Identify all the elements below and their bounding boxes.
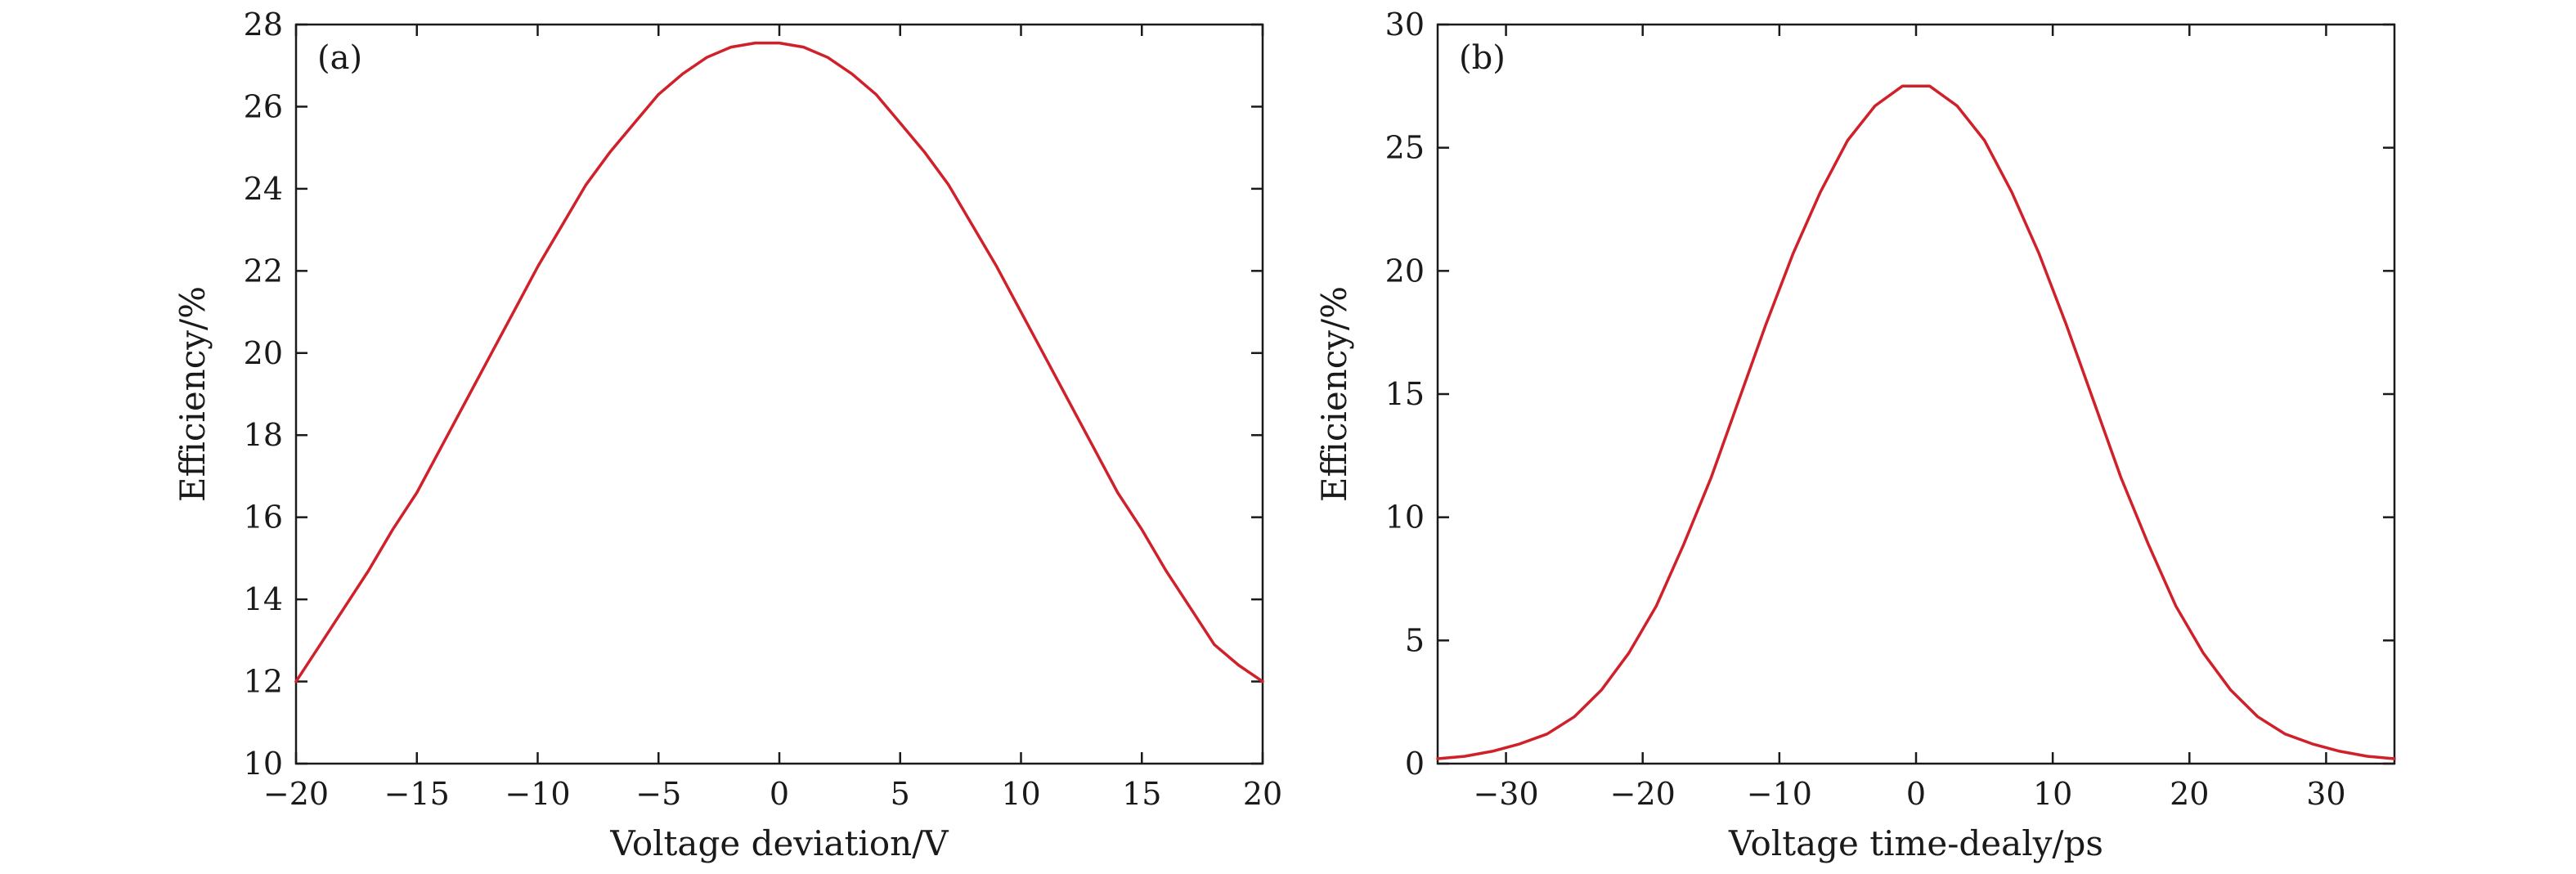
x-tick-label-a: 20 xyxy=(1243,776,1282,812)
y-axis-label-a: Efficiency/% xyxy=(173,286,213,502)
x-axis-label-b: Voltage time-dealy/ps xyxy=(1728,823,2103,863)
plot-frame-b xyxy=(1436,23,2396,765)
y-tick-label-a: 20 xyxy=(244,335,283,371)
y-tick-label-a: 28 xyxy=(244,7,283,43)
x-tick-label-b: −20 xyxy=(1610,776,1676,812)
x-tick-label-b: 0 xyxy=(1906,776,1926,812)
y-tick-label-a: 24 xyxy=(244,171,283,207)
y-tick-label-a: 26 xyxy=(244,88,283,124)
y-tick-label-a: 10 xyxy=(244,746,283,782)
x-tick-label-b: −10 xyxy=(1747,776,1812,812)
x-axis-label-a: Voltage deviation/V xyxy=(609,823,949,863)
plot-frame-a xyxy=(294,23,1264,765)
y-tick-label-a: 12 xyxy=(244,664,283,700)
panel-label-b: (b) xyxy=(1459,39,1506,77)
y-tick-label-a: 14 xyxy=(244,581,283,617)
y-tick-label-b: 25 xyxy=(1385,130,1425,166)
y-tick-label-b: 5 xyxy=(1405,622,1425,658)
y-tick-label-b: 20 xyxy=(1385,253,1425,289)
x-tick-label-b: −30 xyxy=(1473,776,1538,812)
y-tick-label-a: 16 xyxy=(244,500,283,536)
y-tick-label-b: 0 xyxy=(1405,746,1425,782)
y-tick-label-a: 22 xyxy=(244,253,283,289)
y-tick-label-b: 30 xyxy=(1385,7,1425,43)
x-tick-label-a: −20 xyxy=(263,776,329,812)
x-tick-label-a: 10 xyxy=(1001,776,1040,812)
chart-panel-a: (a) Voltage deviation/V Efficiency/% −20… xyxy=(173,7,1282,863)
x-tick-label-b: 20 xyxy=(2170,776,2209,812)
series-line-b-0 xyxy=(1436,84,2396,760)
series-line-a-0 xyxy=(294,41,1264,684)
y-tick-label-a: 18 xyxy=(244,417,283,453)
y-axis-label-b: Efficiency/% xyxy=(1314,286,1354,502)
x-tick-label-b: 30 xyxy=(2306,776,2345,812)
x-tick-label-a: −5 xyxy=(635,776,681,812)
x-tick-label-a: 15 xyxy=(1122,776,1161,812)
x-tick-label-b: 10 xyxy=(2033,776,2072,812)
y-tick-label-b: 15 xyxy=(1385,376,1425,412)
panel-label-a: (a) xyxy=(317,39,362,77)
x-tick-label-a: −10 xyxy=(505,776,570,812)
chart-panel-b: (b) Voltage time-dealy/ps Efficiency/% −… xyxy=(1314,7,2396,863)
x-tick-label-a: 5 xyxy=(891,776,910,812)
x-tick-label-a: −15 xyxy=(384,776,450,812)
x-tick-label-a: 0 xyxy=(770,776,789,812)
y-tick-label-b: 10 xyxy=(1385,500,1425,536)
